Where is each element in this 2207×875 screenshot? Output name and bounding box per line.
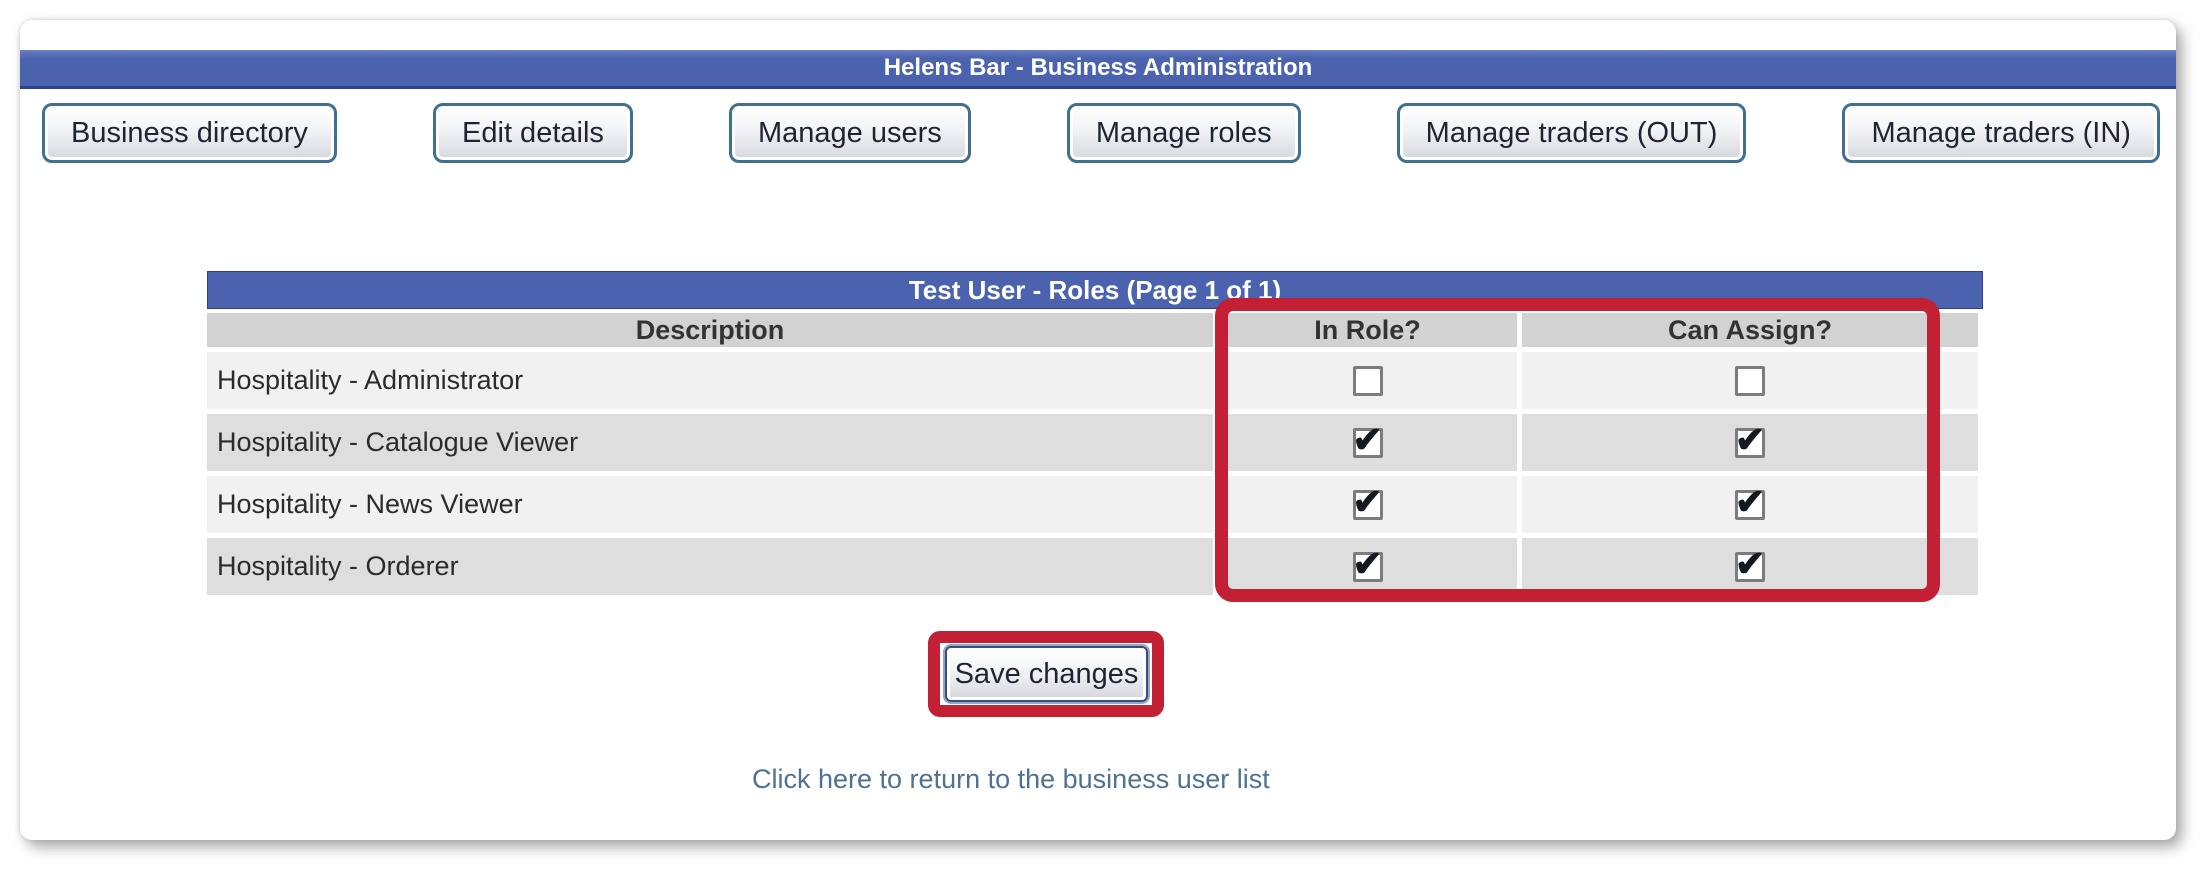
role-description: Hospitality - Administrator [207, 352, 1213, 409]
column-header-description: Description [207, 313, 1213, 347]
nav-button-business-directory[interactable]: Business directory [42, 103, 337, 163]
role-cell: ✔ [1522, 414, 1978, 471]
roles-panel-title: Test User - Roles (Page 1 of 1) [908, 274, 1282, 305]
in-role-checkbox[interactable]: ✔ [1352, 542, 1383, 584]
save-changes-button[interactable]: Save changes [945, 646, 1148, 702]
can-assign-checkbox[interactable]: ✔ [1734, 542, 1766, 584]
nav-button-manage-users[interactable]: Manage users [728, 103, 971, 163]
role-cell: ✔ [1218, 476, 1517, 533]
nav-button-edit-details[interactable]: Edit details [433, 103, 633, 163]
can-assign-checkbox[interactable]: ✔ [1734, 480, 1766, 522]
in-role-checkbox[interactable]: ✔ [1352, 418, 1383, 460]
column-header-in-role: In Role? [1218, 313, 1517, 347]
nav-button-manage-traders-out[interactable]: Manage traders (OUT) [1396, 103, 1747, 163]
role-cell: ✔ [1218, 538, 1517, 595]
role-cell: ✔ [1522, 476, 1978, 533]
can-assign-checkbox[interactable]: ✔ [1734, 418, 1766, 460]
nav-button-manage-roles[interactable]: Manage roles [1066, 103, 1301, 163]
role-cell: ✔ [1218, 414, 1517, 471]
can-assign-checkbox[interactable] [1735, 365, 1765, 396]
business-admin-page: Helens Bar - Business Administration Bus… [20, 20, 2176, 840]
column-header-can-assign: Can Assign? [1522, 313, 1978, 347]
role-cell [1522, 352, 1978, 409]
in-role-checkbox[interactable] [1352, 365, 1383, 396]
role-description: Hospitality - Orderer [207, 538, 1213, 595]
roles-panel: Test User - Roles (Page 1 of 1) Descript… [207, 271, 1983, 595]
nav-button-manage-traders-in[interactable]: Manage traders (IN) [1842, 103, 2160, 163]
role-description: Hospitality - News Viewer [207, 476, 1213, 533]
roles-panel-title-bar: Test User - Roles (Page 1 of 1) [207, 271, 1983, 309]
role-cell [1218, 352, 1517, 409]
role-description: Hospitality - Catalogue Viewer [207, 414, 1213, 471]
role-cell: ✔ [1522, 538, 1978, 595]
roles-table: Description In Role? Can Assign? Hospitalit… [207, 313, 1983, 595]
page-title-bar: Helens Bar - Business Administration [20, 50, 2176, 89]
return-to-user-list-link[interactable]: Click here to return to the business use… [752, 764, 1270, 794]
nav-button-row: Business directory Edit details Manage use… [42, 103, 2160, 163]
page-title: Helens Bar - Business Administration [883, 54, 1313, 81]
in-role-checkbox[interactable]: ✔ [1352, 480, 1383, 522]
